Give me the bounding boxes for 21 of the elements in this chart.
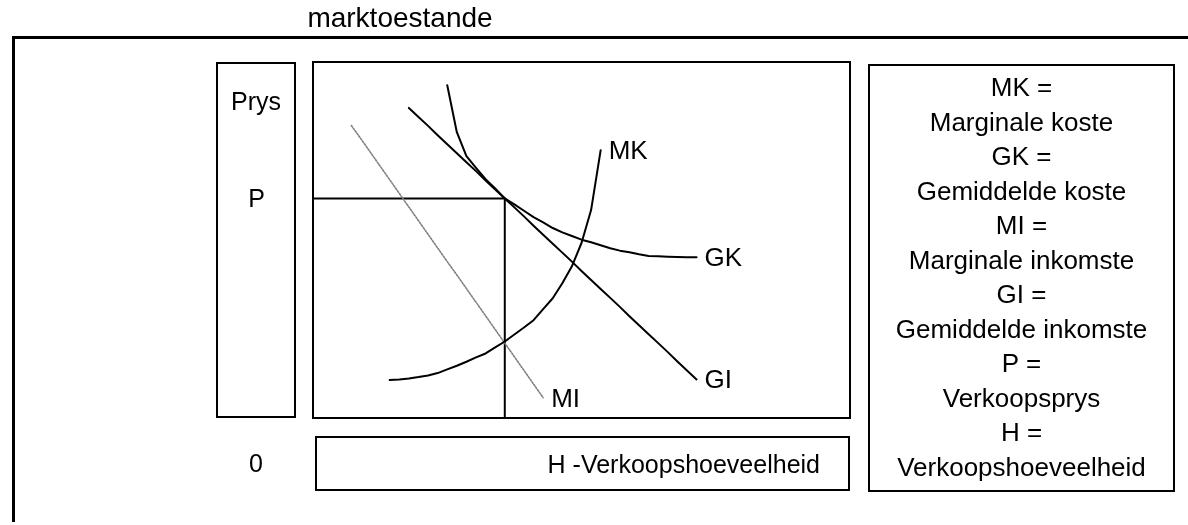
series-label: GI [704, 364, 733, 395]
text: P = [1000, 347, 1043, 380]
text: Verkoopshoeveelheid [896, 450, 1147, 484]
text: H = [999, 416, 1044, 449]
text: Marginale inkomste [907, 243, 1136, 277]
text: Marginale koste [928, 105, 1115, 139]
text: GK = [990, 140, 1053, 173]
text: MK = [989, 71, 1054, 104]
text: GI = [995, 278, 1048, 311]
y-axis-title: Prys [230, 86, 282, 116]
series-label: MI [551, 382, 581, 413]
text: Gemiddelde inkomste [894, 312, 1149, 346]
series-label: MK [608, 135, 649, 166]
x-axis-title: H -Verkoopshoeveelheid [547, 448, 820, 479]
text: Verkoopsprys [941, 381, 1102, 415]
chart-title: marktoestande [306, 2, 494, 34]
text: Gemiddelde koste [915, 174, 1128, 208]
text: MI = [994, 209, 1049, 242]
series-label: P [248, 184, 265, 213]
series-label: GK [704, 242, 743, 273]
text: 0 [248, 448, 264, 478]
